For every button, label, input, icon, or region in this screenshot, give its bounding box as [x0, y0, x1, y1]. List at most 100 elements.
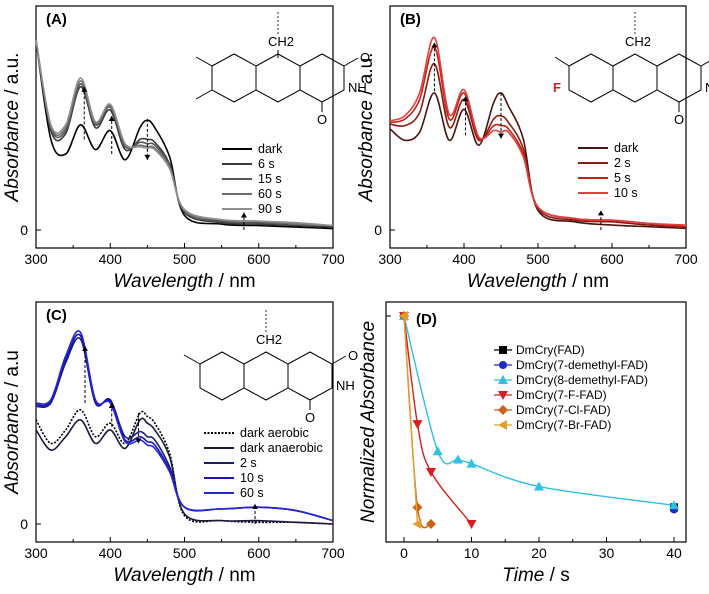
y-axis-title-unit: / a.u. — [2, 53, 23, 101]
x-axis-title: Time / s — [502, 565, 569, 586]
x-tick-label: 30 — [599, 545, 615, 561]
trend-arrowhead — [135, 438, 142, 444]
y-axis-title-unit: / a.u — [2, 350, 23, 392]
trend-arrowhead — [81, 86, 88, 92]
data-point — [426, 519, 436, 529]
ch2-label: CH2 — [625, 34, 651, 49]
data-point — [412, 420, 423, 430]
legend-label: 2 s — [240, 456, 257, 470]
data-point — [466, 458, 477, 468]
legend-label: 60 s — [240, 486, 264, 500]
y-tick-label: 0 — [20, 222, 28, 238]
x-tick-label: 500 — [173, 545, 197, 561]
x-tick-label: 700 — [321, 545, 345, 561]
x-tick-label: 600 — [247, 251, 271, 267]
data-point — [534, 481, 544, 491]
x-tick-label: 500 — [526, 251, 550, 267]
spectrum-line-90-s — [35, 39, 334, 227]
panel-c: 300 400 500 600 700 0 Wavelength / nm Absorbanc… — [2, 301, 345, 586]
legend-label: dark anaerobic — [240, 441, 323, 455]
legend-label: DmCry(7-F-FAD) — [516, 388, 607, 402]
panel-label: (D) — [416, 311, 437, 328]
x-axis-title-italic: Wavelength — [113, 565, 213, 586]
panel-label: (A) — [46, 11, 67, 28]
trend-arrowhead — [108, 403, 115, 409]
spectrum-line-6-s — [35, 39, 334, 228]
nh-label: NH — [336, 378, 355, 393]
x-tick-label: 700 — [321, 251, 345, 267]
x-tick-label: 300 — [24, 251, 48, 267]
data-point — [498, 375, 508, 384]
y-axis-title-italic: Absorbance — [356, 100, 377, 202]
x-tick-label: 600 — [247, 545, 271, 561]
legend-label: 90 s — [258, 202, 282, 216]
y-axis-title: Absorbance / a.u. — [2, 53, 23, 203]
x-axis-title: Wavelength / nm — [113, 271, 255, 292]
panel-a: 300 400 500 600 700 0 Wavelength / nm Absorbanc… — [2, 5, 345, 292]
x-axis-title-italic: Wavelength — [467, 271, 567, 292]
x-tick-label: 500 — [173, 251, 197, 267]
x-tick-label: 400 — [452, 251, 476, 267]
x-axis-title-unit: / s — [544, 565, 569, 586]
data-point — [498, 420, 507, 430]
legend-label: dark — [258, 142, 283, 156]
x-tick-label: 300 — [378, 251, 402, 267]
legend-label: DmCry(7-Br-FAD) — [516, 418, 611, 432]
o-label: O — [348, 348, 358, 363]
data-point — [432, 446, 443, 456]
legend-label: 2 s — [614, 156, 631, 170]
trend-arrowhead — [252, 503, 259, 509]
legend-label: 60 s — [258, 187, 282, 201]
spectrum-line-60-s — [35, 39, 334, 227]
trend-arrowhead — [431, 42, 438, 48]
o-label: O — [305, 410, 315, 425]
x-tick-label: 0 — [400, 545, 408, 561]
x-axis-title-unit: / nm — [213, 565, 255, 586]
x-axis-title: Wavelength / nm — [467, 271, 609, 292]
ch2-label: CH2 — [256, 332, 282, 347]
trend-arrowhead — [462, 96, 469, 102]
trend-arrowhead — [597, 210, 604, 216]
legend-label: dark — [614, 141, 639, 155]
y-axis-title: Normalized Absorbance — [358, 321, 379, 523]
legend-label: 10 s — [614, 186, 638, 200]
x-tick-label: 400 — [99, 545, 123, 561]
spectrum-line-60-s — [35, 330, 334, 522]
legend-label: 10 s — [240, 471, 264, 485]
plot-frame — [385, 301, 687, 543]
y-axis-title: Absorbance / a.u. — [356, 53, 377, 203]
x-tick-label: 600 — [600, 251, 624, 267]
spectrum-line-dark — [35, 39, 334, 230]
fit-line — [403, 315, 473, 525]
trend-arrowhead — [240, 212, 247, 218]
y-axis-title-italic: Absorbance — [2, 392, 23, 494]
trend-arrowhead — [108, 115, 115, 121]
y-axis-title: Absorbance / a.u — [2, 350, 23, 495]
spectrum-line-10-s — [389, 36, 687, 226]
x-tick-label: 40 — [666, 545, 682, 561]
o-label: O — [360, 50, 370, 65]
panel-label: (B) — [400, 11, 421, 28]
y-axis-title-italic: Absorbance — [2, 100, 23, 202]
data-point — [412, 519, 422, 529]
x-tick-label: 300 — [24, 545, 48, 561]
x-axis-title: Wavelength / nm — [113, 565, 255, 586]
molecule-demethyl-flavin-c: CH2 O O NH — [183, 310, 358, 425]
legend-label: DmCry(FAD) — [516, 343, 585, 357]
molecule-fluoro-flavin-b: CH2 F O O NH — [553, 12, 709, 127]
legend-label: 6 s — [258, 157, 275, 171]
x-tick-label: 700 — [674, 251, 698, 267]
spectrum-line-15-s — [35, 39, 334, 227]
data-point — [498, 391, 508, 400]
data-point — [498, 405, 508, 415]
fit-line — [403, 315, 419, 525]
x-tick-label: 10 — [464, 545, 480, 561]
y-tick-label: 0 — [374, 222, 382, 238]
x-tick-label: 400 — [99, 251, 123, 267]
x-axis-title-italic: Wavelength — [113, 271, 213, 292]
data-point — [412, 502, 423, 513]
nh-label: NH — [348, 80, 367, 95]
x-axis-title-italic: Time — [502, 565, 544, 586]
nh-label: NH — [705, 80, 709, 95]
